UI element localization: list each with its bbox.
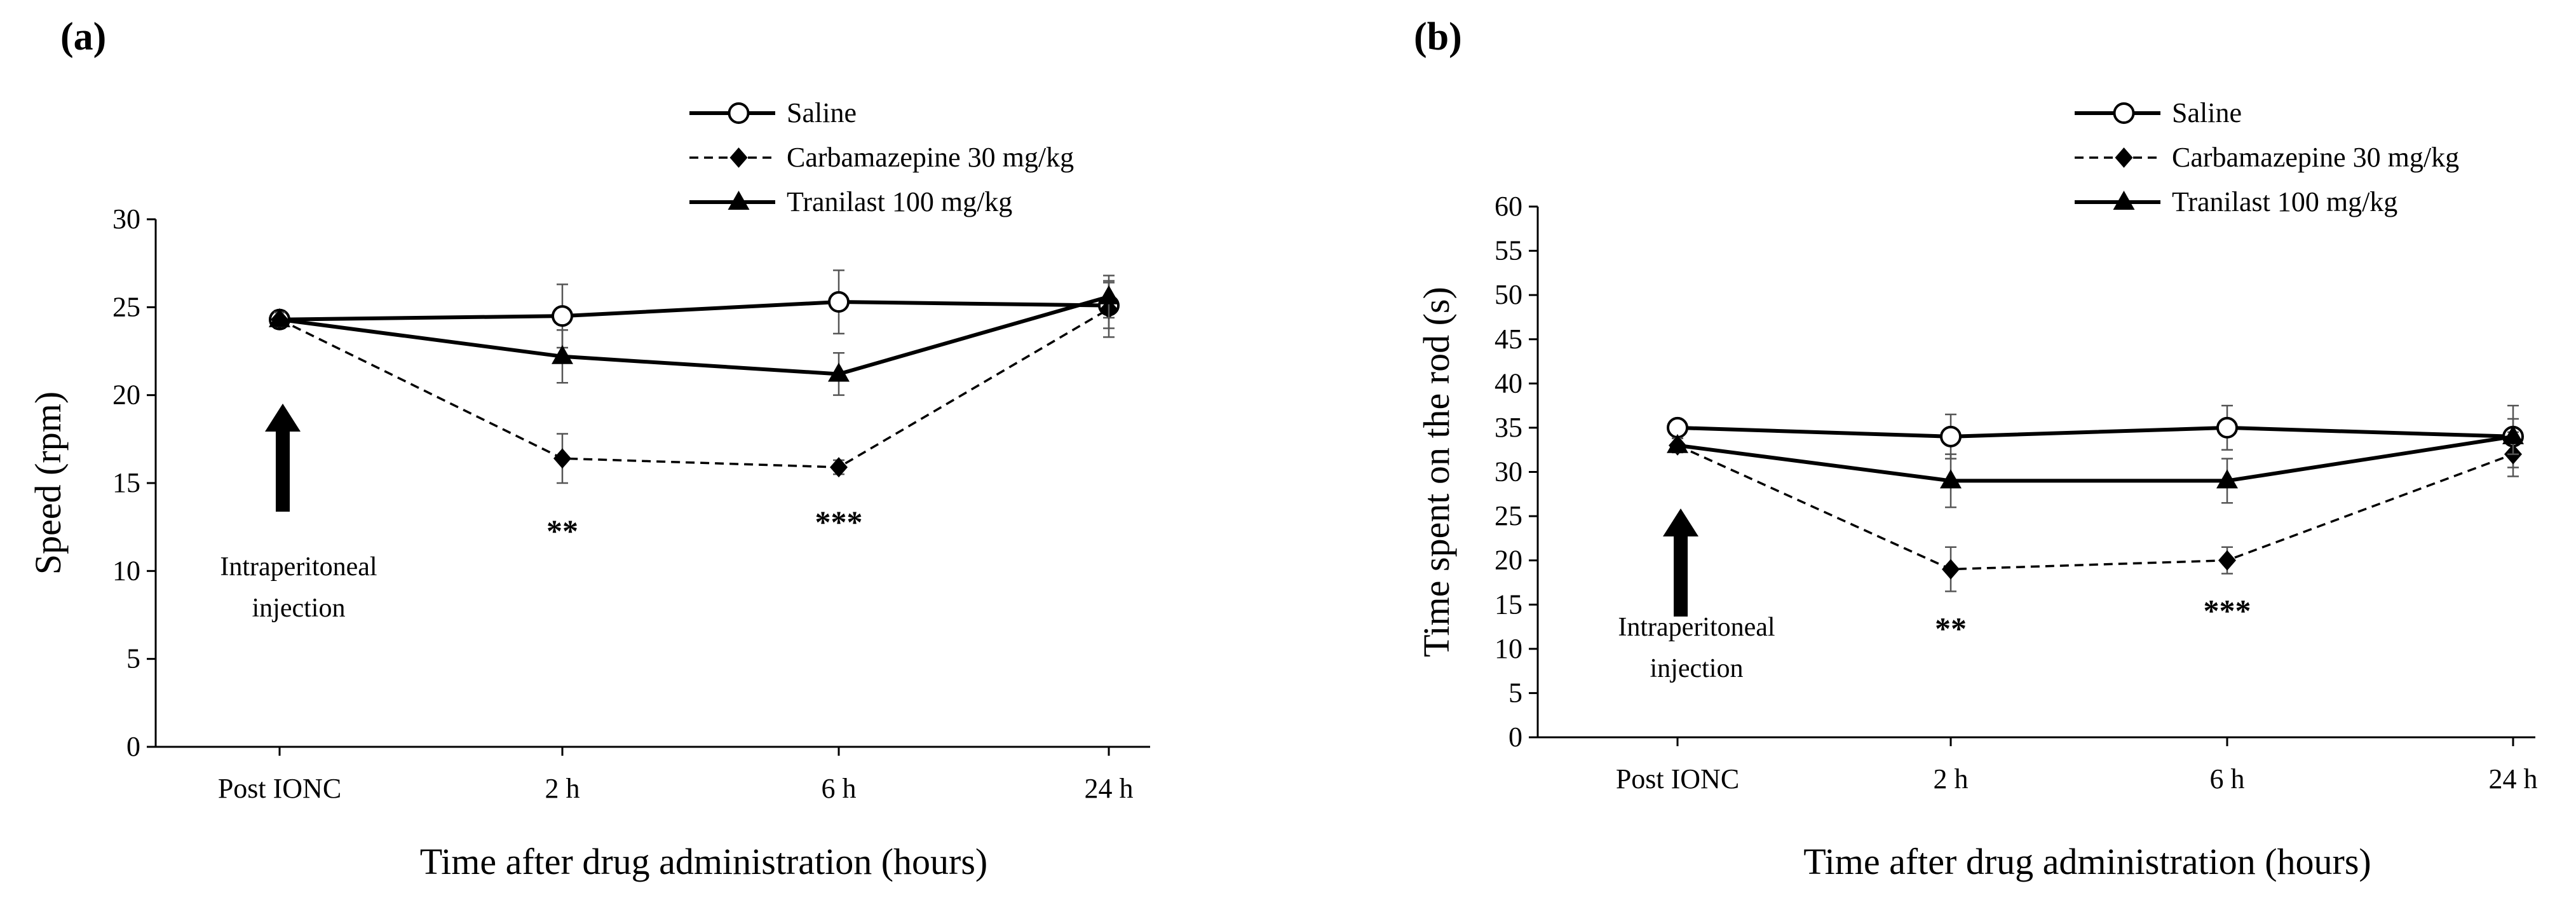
- y-tick-label: 20: [112, 379, 140, 411]
- y-tick-label: 40: [1495, 367, 1522, 399]
- significance-marker: **: [1935, 610, 1967, 646]
- legend-marker: [2115, 147, 2133, 168]
- y-tick-label: 5: [1508, 677, 1522, 708]
- x-tick-label: 2 h: [1934, 763, 1969, 795]
- annotation-line2: injection: [1650, 654, 1744, 683]
- legend-marker: [2113, 102, 2135, 124]
- y-axis-title: Speed (rpm): [27, 392, 69, 575]
- legend-label: Carbamazepine 30 mg/kg: [2172, 142, 2459, 173]
- y-tick-label: 45: [1495, 324, 1522, 355]
- y-tick-label: 35: [1495, 412, 1522, 443]
- legend-marker: [2113, 191, 2135, 210]
- data-point: [2216, 416, 2238, 439]
- legend-marker: [728, 191, 750, 210]
- annotation-line2: injection: [252, 594, 346, 623]
- arrow-up-icon: [1663, 508, 1698, 536]
- data-point: [1667, 433, 1688, 453]
- significance-marker: ***: [815, 504, 863, 540]
- panel-label: (b): [1414, 15, 1462, 58]
- x-tick-label: 6 h: [2210, 763, 2245, 795]
- data-point: [828, 362, 850, 382]
- legend-label: Saline: [2172, 97, 2242, 128]
- data-point: [830, 457, 848, 478]
- series-line: [1677, 434, 2514, 483]
- y-tick-label: 5: [126, 643, 140, 674]
- significance-marker: ***: [2204, 593, 2251, 629]
- panel-b: (b) 0 5 10 15 20 25 30 35 40 45 50 55 60 Post IONC 2 h 6…: [1414, 15, 2538, 882]
- x-tick-label: 24 h: [2489, 763, 2538, 795]
- x-tick-label: 2 h: [545, 773, 580, 804]
- y-tick-label: 0: [126, 731, 140, 762]
- data-point: [1940, 469, 1962, 489]
- y-tick-label: 15: [112, 467, 140, 498]
- significance-marker: **: [546, 513, 578, 549]
- y-tick-label: 60: [1495, 191, 1522, 222]
- annotation-line1: Intraperitoneal: [1618, 613, 1775, 642]
- arrow-shaft: [1674, 533, 1688, 617]
- y-tick-label: 10: [112, 555, 140, 586]
- data-point: [552, 305, 573, 327]
- data-point: [2216, 469, 2238, 489]
- data-point: [2502, 425, 2524, 444]
- y-tick-label: 25: [1495, 500, 1522, 531]
- x-axis-title: Time after drug administration (hours): [420, 841, 987, 882]
- x-tick-label: 6 h: [822, 773, 857, 804]
- x-tick-label: 24 h: [1085, 773, 1134, 804]
- data-point: [1940, 425, 1962, 447]
- y-tick-label: 10: [1495, 633, 1522, 664]
- data-point: [553, 448, 571, 469]
- series-line: [279, 300, 1109, 322]
- series-line: [279, 308, 1109, 468]
- series-line: [279, 294, 1109, 376]
- legend-label: Tranilast 100 mg/kg: [2172, 186, 2397, 217]
- y-tick-label: 25: [112, 291, 140, 322]
- y-tick-label: 0: [1508, 721, 1522, 753]
- annotation-line1: Intraperitoneal: [220, 552, 377, 582]
- data-point: [552, 344, 573, 364]
- arrow-shaft: [276, 428, 290, 512]
- panel-a: (a) 0 5 10 15 20 25 30 Post IONC 2 h 6 h 24 h Time a…: [27, 15, 1150, 882]
- x-tick-label: Post IONC: [218, 773, 341, 804]
- y-tick-label: 55: [1495, 235, 1522, 266]
- legend-marker: [728, 102, 750, 124]
- y-tick-label: 30: [112, 203, 140, 235]
- legend-label: Saline: [787, 97, 857, 128]
- y-tick-label: 50: [1495, 279, 1522, 310]
- series-line: [1677, 444, 2514, 571]
- legend-label: Tranilast 100 mg/kg: [787, 186, 1012, 217]
- x-axis-title: Time after drug administration (hours): [1803, 841, 2371, 882]
- y-axis-title: Time spent on the rod (s): [1416, 287, 1457, 657]
- panel-label: (a): [60, 15, 106, 58]
- y-tick-label: 30: [1495, 456, 1522, 488]
- series-triangle: [269, 275, 1120, 396]
- series-triangle: [1667, 418, 2524, 508]
- legend: Saline Carbamazepine 30 mg/kg Tranilast 10…: [2075, 97, 2459, 217]
- arrow-up-icon: [265, 404, 301, 432]
- data-point: [1942, 559, 1960, 580]
- data-point: [1098, 285, 1120, 304]
- legend: Saline Carbamazepine 30 mg/kg Tranilast 10…: [689, 97, 1074, 217]
- y-tick-label: 15: [1495, 589, 1522, 620]
- x-tick-label: Post IONC: [1616, 763, 1739, 795]
- data-point: [269, 308, 290, 327]
- series-line: [1677, 425, 2514, 439]
- data-point: [828, 291, 850, 313]
- legend-marker: [729, 147, 748, 168]
- legend-label: Carbamazepine 30 mg/kg: [787, 142, 1074, 173]
- y-tick-label: 20: [1495, 545, 1522, 576]
- data-point: [2218, 550, 2236, 571]
